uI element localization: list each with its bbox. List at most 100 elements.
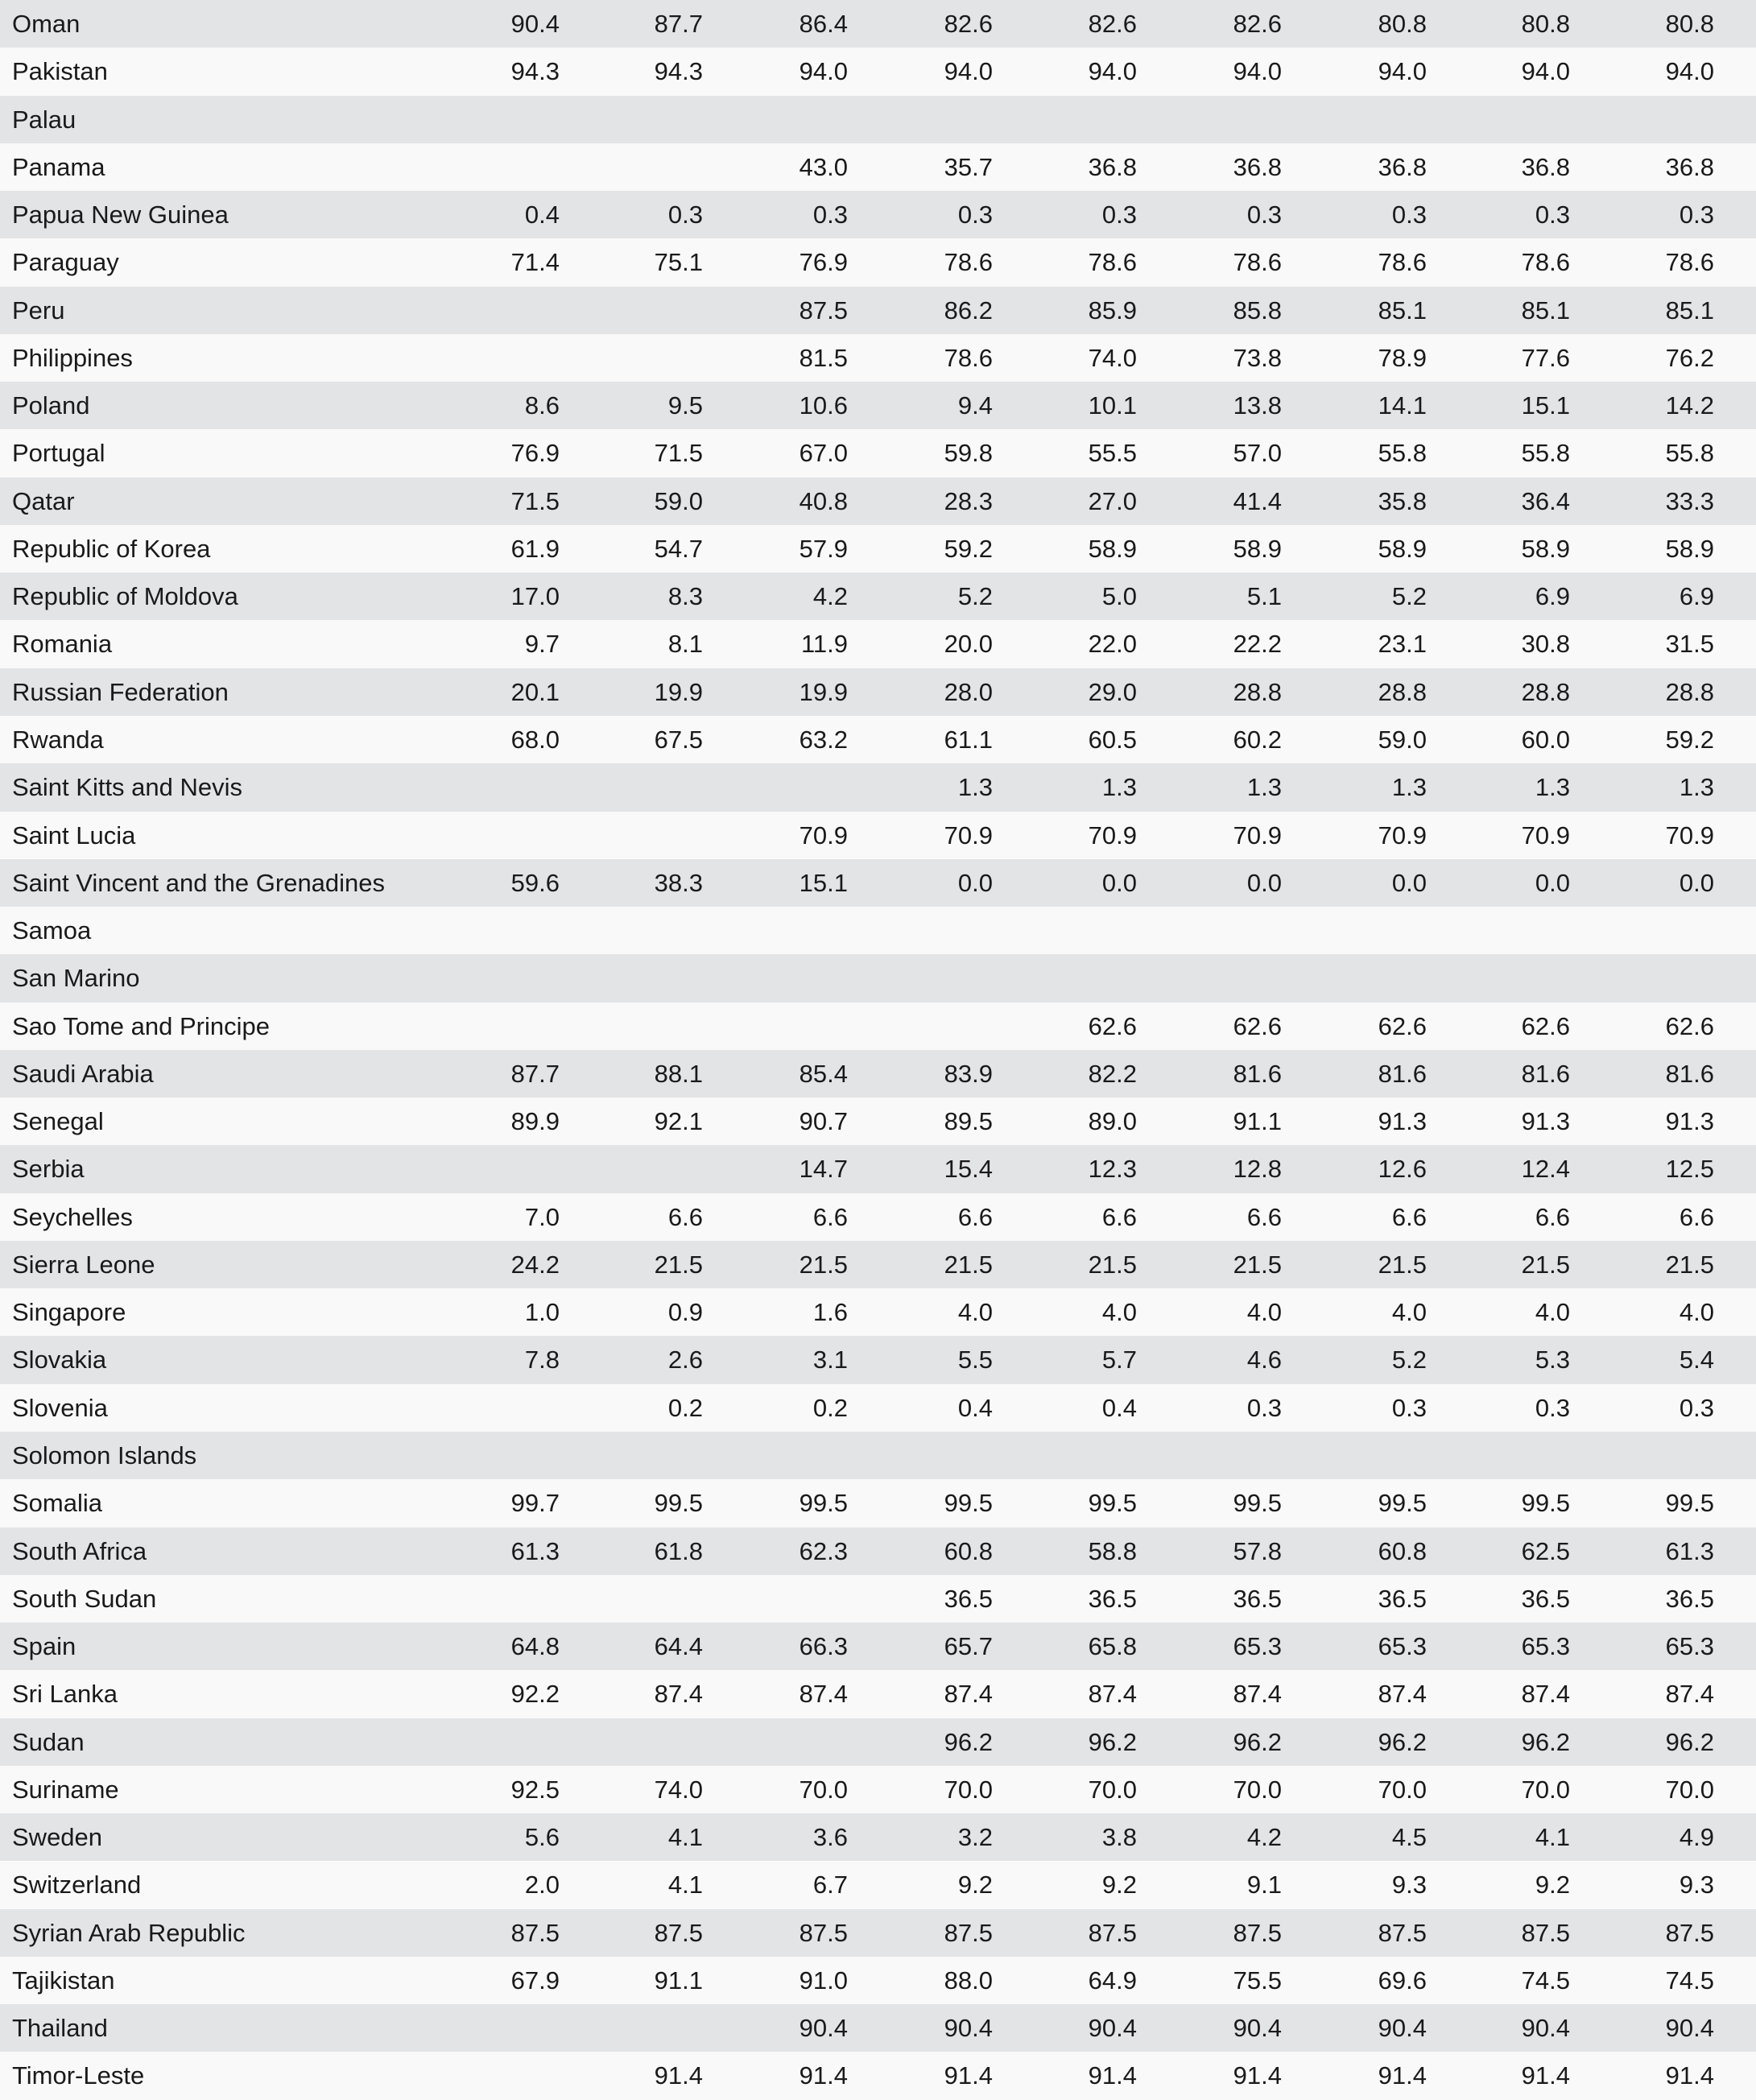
value-cell: 70.0 xyxy=(799,1775,848,1804)
value-cell: 10.6 xyxy=(799,391,848,420)
table-row: Syrian Arab Republic 87.5 87.5 87.5 87.5 87.5… xyxy=(0,1908,1756,1957)
value-cell: 85.1 xyxy=(1521,296,1570,325)
value-cell: 59.2 xyxy=(1665,725,1714,754)
table-row: Pakistan 94.3 94.3 94.0 94.0 94.0 94.0 94.0 94.0… xyxy=(0,48,1756,96)
table-row: Philippines 81.5 78.6 74.0 73.8 78.9 77.6 76.2 xyxy=(0,333,1756,382)
country-name: Peru xyxy=(12,296,65,325)
value-cell: 77.6 xyxy=(1521,343,1570,372)
country-name: Qatar xyxy=(12,486,75,515)
value-cell: 64.8 xyxy=(510,1632,560,1661)
value-cell: 58.9 xyxy=(1378,534,1427,563)
value-cell: 0.3 xyxy=(1535,1393,1570,1422)
value-cell: 58.9 xyxy=(1088,534,1137,563)
value-cell: 36.4 xyxy=(1521,486,1570,515)
value-cell: 61.1 xyxy=(944,725,993,754)
value-cell: 6.6 xyxy=(957,1202,993,1231)
value-cell: 91.4 xyxy=(944,2061,993,2090)
value-cell: 60.5 xyxy=(1088,725,1137,754)
value-cell: 70.9 xyxy=(1378,821,1427,850)
value-cell: 91.3 xyxy=(1665,1107,1714,1136)
value-cell: 0.3 xyxy=(1391,200,1427,229)
value-cell: 0.3 xyxy=(1246,1393,1282,1422)
value-cell: 1.3 xyxy=(1535,773,1570,802)
table-row: Slovenia 0.2 0.2 0.4 0.4 0.3 0.3 0.3 0.3 xyxy=(0,1383,1756,1432)
value-cell: 36.5 xyxy=(1665,1584,1714,1613)
value-cell: 3.8 xyxy=(1101,1823,1137,1852)
value-cell: 87.5 xyxy=(799,296,848,325)
value-cell: 5.5 xyxy=(957,1346,993,1375)
value-cell: 5.6 xyxy=(524,1823,560,1852)
value-cell: 9.2 xyxy=(1535,1871,1570,1900)
value-cell: 40.8 xyxy=(799,486,848,515)
value-cell: 81.6 xyxy=(1378,1059,1427,1088)
value-cell: 21.5 xyxy=(1521,1250,1570,1279)
country-name: Rwanda xyxy=(12,725,104,754)
value-cell: 59.2 xyxy=(944,534,993,563)
value-cell: 6.7 xyxy=(812,1871,848,1900)
table-row: Slovakia 7.8 2.6 3.1 5.5 5.7 4.6 5.2 5.3 5.4 xyxy=(0,1336,1756,1384)
value-cell: 91.4 xyxy=(1088,2061,1137,2090)
value-cell: 8.6 xyxy=(524,391,560,420)
value-cell: 96.2 xyxy=(1233,1727,1282,1756)
country-name: Romania xyxy=(12,630,113,659)
value-cell: 80.8 xyxy=(1378,10,1427,38)
value-cell: 83.9 xyxy=(944,1059,993,1088)
value-cell: 65.7 xyxy=(944,1632,993,1661)
value-cell: 12.5 xyxy=(1665,1155,1714,1184)
value-cell: 91.4 xyxy=(1665,2061,1714,2090)
country-name: San Marino xyxy=(12,964,140,993)
value-cell: 65.3 xyxy=(1521,1632,1570,1661)
value-cell: 9.2 xyxy=(957,1871,993,1900)
value-cell: 87.4 xyxy=(799,1680,848,1709)
value-cell: 36.5 xyxy=(944,1584,993,1613)
value-cell: 9.1 xyxy=(1246,1871,1282,1900)
value-cell: 87.4 xyxy=(1233,1680,1282,1709)
value-cell: 67.9 xyxy=(510,1966,560,1995)
value-cell: 5.1 xyxy=(1246,582,1282,611)
table-row: Poland 8.6 9.5 10.6 9.4 10.1 13.8 14.1 15.1 14.2 xyxy=(0,382,1756,430)
value-cell: 28.3 xyxy=(944,486,993,515)
country-name: Somalia xyxy=(12,1489,102,1518)
value-cell: 6.9 xyxy=(1535,582,1570,611)
country-name: Saudi Arabia xyxy=(12,1059,154,1088)
value-cell: 70.9 xyxy=(1521,821,1570,850)
value-cell: 35.8 xyxy=(1378,486,1427,515)
value-cell: 0.2 xyxy=(812,1393,848,1422)
table-row: Serbia 14.7 15.4 12.3 12.8 12.6 12.4 12.5 xyxy=(0,1145,1756,1193)
value-cell: 4.0 xyxy=(1679,1298,1714,1327)
value-cell: 70.0 xyxy=(1233,1775,1282,1804)
value-cell: 22.2 xyxy=(1233,630,1282,659)
table-row: Saint Lucia 70.9 70.9 70.9 70.9 70.9 70.9 70.9 xyxy=(0,811,1756,859)
value-cell: 4.2 xyxy=(1246,1823,1282,1852)
value-cell: 70.0 xyxy=(1088,1775,1137,1804)
value-cell: 8.1 xyxy=(667,630,703,659)
value-cell: 28.8 xyxy=(1665,677,1714,706)
value-cell: 2.0 xyxy=(524,1871,560,1900)
value-cell: 4.5 xyxy=(1391,1823,1427,1852)
value-cell: 58.9 xyxy=(1665,534,1714,563)
value-cell: 9.4 xyxy=(957,391,993,420)
value-cell: 4.0 xyxy=(957,1298,993,1327)
value-cell: 89.9 xyxy=(510,1107,560,1136)
country-name: Saint Kitts and Nevis xyxy=(12,773,243,802)
value-cell: 21.5 xyxy=(1665,1250,1714,1279)
value-cell: 0.0 xyxy=(957,868,993,897)
value-cell: 13.8 xyxy=(1233,391,1282,420)
value-cell: 21.5 xyxy=(1378,1250,1427,1279)
value-cell: 76.9 xyxy=(799,248,848,277)
value-cell: 99.5 xyxy=(944,1489,993,1518)
value-cell: 70.0 xyxy=(1665,1775,1714,1804)
country-name: Suriname xyxy=(12,1775,119,1804)
value-cell: 58.8 xyxy=(1088,1536,1137,1565)
value-cell: 87.7 xyxy=(654,10,703,38)
value-cell: 21.5 xyxy=(1088,1250,1137,1279)
value-cell: 6.6 xyxy=(1535,1202,1570,1231)
value-cell: 55.5 xyxy=(1088,439,1137,468)
value-cell: 96.2 xyxy=(1521,1727,1570,1756)
value-cell: 80.8 xyxy=(1521,10,1570,38)
value-cell: 57.8 xyxy=(1233,1536,1282,1565)
value-cell: 57.9 xyxy=(799,534,848,563)
value-cell: 38.3 xyxy=(654,868,703,897)
country-name: Spain xyxy=(12,1632,76,1661)
value-cell: 30.8 xyxy=(1521,630,1570,659)
